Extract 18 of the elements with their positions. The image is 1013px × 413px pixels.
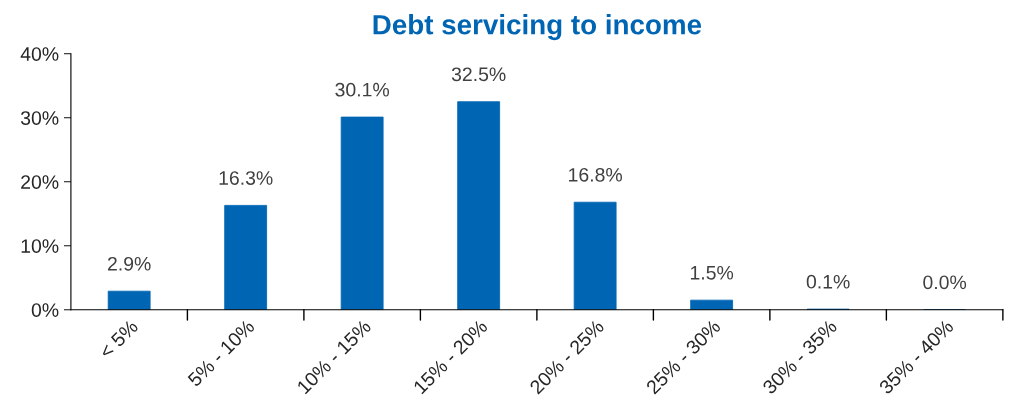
data-label: 2.9% (107, 256, 151, 271)
data-label: 16.8% (569, 167, 623, 182)
y-tick-label: 20% (21, 175, 59, 189)
y-tick-label: 30% (20, 111, 59, 125)
x-tick-label: 35% - 40% (878, 318, 955, 395)
y-tick-label: 40% (20, 47, 59, 61)
data-label: 32.5% (451, 67, 506, 82)
x-tick-label: 25% - 30% (645, 318, 722, 395)
x-tick-label: 30% - 35% (761, 318, 838, 395)
chart-title: Debt servicing to income (373, 14, 702, 41)
data-label: 1.5% (690, 265, 734, 280)
y-tick-label: 0% (31, 303, 59, 317)
data-label: 0.0% (923, 275, 967, 290)
y-tick-label: 10% (21, 239, 59, 253)
x-tick-label: < 5% (98, 319, 139, 360)
data-label: 0.1% (806, 274, 850, 289)
data-label: 16.3% (219, 171, 273, 185)
data-label: 30.1% (335, 82, 390, 97)
